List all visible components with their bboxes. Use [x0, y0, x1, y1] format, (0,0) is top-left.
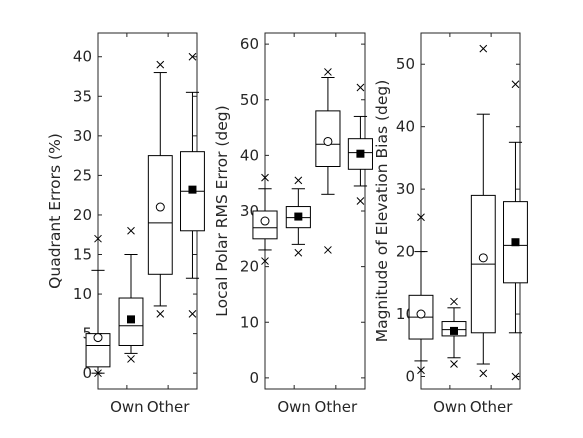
y-tick-label: 10: [240, 313, 259, 331]
mean-marker: [478, 253, 488, 263]
x-tick-label: Own: [433, 398, 467, 416]
outlier-marker: [94, 369, 102, 378]
y-tick-label: 50: [396, 55, 415, 73]
outlier-marker: [156, 60, 165, 69]
y-tick-label: 0: [405, 368, 415, 386]
mean-marker: [260, 216, 270, 226]
outlier-marker: [479, 44, 488, 53]
outlier-marker: [156, 309, 165, 318]
outlier-marker: [511, 80, 520, 89]
y-tick-label: 40: [240, 146, 259, 164]
mean-marker: [450, 326, 458, 335]
outlier-marker: [261, 173, 269, 182]
mean-marker: [416, 309, 426, 319]
outlier-marker: [324, 246, 332, 254]
y-tick-label: 30: [73, 127, 92, 145]
mean-marker: [323, 136, 333, 146]
quadrant-errors-panel: 0510152025303540OwnOtherQuadrant Errors …: [46, 32, 205, 416]
mean-marker: [155, 202, 165, 212]
mean-marker: [294, 212, 303, 221]
mean-marker: [188, 185, 197, 194]
x-tick-label: Other: [470, 398, 513, 416]
y-axis-label: Local Polar RMS Error (deg): [213, 105, 231, 316]
outlier-marker: [479, 369, 488, 378]
outlier-marker: [188, 52, 197, 61]
y-tick-label: 40: [73, 48, 92, 66]
mean-marker: [127, 315, 135, 324]
outlier-marker: [188, 309, 197, 318]
outlier-marker: [417, 213, 425, 222]
outlier-marker: [127, 226, 135, 235]
outlier-marker: [127, 355, 135, 363]
mean-marker: [356, 149, 365, 158]
outlier-marker: [294, 248, 303, 257]
y-tick-label: 10: [73, 285, 92, 303]
x-tick-label: Own: [110, 398, 144, 416]
y-tick-label: 30: [396, 180, 415, 198]
x-tick-label: Other: [147, 398, 190, 416]
y-tick-label: 40: [396, 118, 415, 136]
y-axis-label: Magnitude of Elevation Bias (deg): [373, 80, 391, 343]
y-tick-label: 15: [73, 246, 92, 264]
y-tick-label: 60: [240, 35, 259, 53]
y-tick-label: 20: [396, 243, 415, 261]
outlier-marker: [294, 176, 303, 185]
box-iqr: [147, 155, 173, 275]
outlier-marker: [450, 297, 458, 306]
outlier-marker: [417, 366, 425, 375]
outlier-marker: [94, 234, 102, 243]
y-tick-label: 35: [73, 87, 92, 105]
y-tick-label: 50: [240, 91, 259, 109]
mean-marker: [93, 333, 103, 343]
outlier-marker: [261, 257, 269, 265]
y-tick-label: 20: [73, 206, 92, 224]
outlier-marker: [356, 197, 365, 205]
outlier-marker: [324, 68, 332, 76]
outlier-marker: [511, 372, 520, 381]
outlier-marker: [450, 360, 458, 368]
x-tick-label: Other: [315, 398, 358, 416]
box-iqr: [315, 110, 341, 167]
y-tick-label: 20: [240, 258, 259, 276]
y-tick-label: 0: [249, 369, 259, 387]
y-tick-label: 0: [82, 364, 92, 382]
y-tick-label: 25: [73, 166, 92, 184]
y-axis-label: Quadrant Errors (%): [46, 133, 64, 289]
axes-frame: [264, 32, 366, 390]
mean-marker: [511, 238, 520, 247]
x-tick-label: Own: [277, 398, 311, 416]
outlier-marker: [356, 83, 365, 92]
